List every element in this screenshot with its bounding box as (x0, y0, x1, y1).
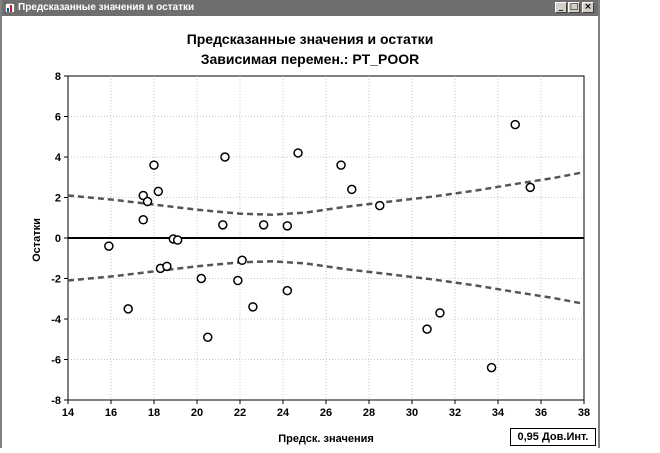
x-axis-label: Предск. значения (278, 433, 374, 445)
app-icon (5, 3, 15, 13)
data-point (258, 220, 269, 230)
chart-subtitle: Зависимая перемен.: PT_POOR (201, 51, 420, 67)
data-point (172, 235, 183, 245)
data-point (138, 215, 148, 225)
data-point (237, 255, 247, 266)
data-point (142, 196, 153, 207)
chart-area: Предсказанные значения и остатки Зависим… (2, 16, 598, 448)
y-tick-label: -8 (51, 395, 61, 407)
data-point (336, 160, 346, 170)
y-tick-label: 2 (55, 193, 61, 205)
data-point (153, 186, 164, 197)
scatter-chart: Предсказанные значения и остатки Зависим… (31, 31, 590, 445)
x-tick-label: 14 (62, 407, 75, 419)
upper-confidence-line (67, 170, 585, 216)
data-point (248, 302, 258, 312)
data-point (218, 220, 228, 230)
data-point (435, 308, 445, 318)
y-axis-label: Остатки (31, 218, 43, 262)
data-point (282, 221, 293, 231)
data-point (525, 182, 535, 193)
data-point (203, 332, 213, 342)
chart-window: Предсказанные значения и остатки _ □ × П… (0, 0, 600, 448)
data-point (162, 261, 172, 272)
minimize-button[interactable]: _ (555, 2, 567, 13)
data-point (220, 152, 230, 162)
y-tick-label: 6 (55, 112, 61, 124)
y-tick-label: 4 (55, 152, 62, 164)
y-tick-label: -4 (51, 314, 62, 326)
x-tick-label: 32 (449, 407, 461, 419)
x-tick-label: 20 (191, 407, 203, 419)
x-tick-label: 34 (492, 407, 505, 419)
data-point (196, 273, 207, 284)
x-tick-label: 36 (535, 407, 547, 419)
x-tick-label: 16 (105, 407, 117, 419)
legend-confidence-interval: 0,95 Дов.Инт. (510, 428, 596, 446)
y-tick-label: -6 (51, 355, 61, 367)
data-point (422, 324, 432, 334)
data-point (123, 304, 133, 314)
data-point (347, 184, 357, 195)
data-point (233, 275, 243, 286)
x-tick-label: 28 (363, 407, 375, 419)
data-point (486, 362, 497, 373)
data-point (293, 148, 303, 158)
data-point (375, 200, 385, 211)
y-tick-label: 8 (55, 71, 61, 83)
x-tick-label: 38 (578, 407, 590, 419)
x-tick-label: 26 (320, 407, 332, 419)
y-tick-label: -2 (51, 274, 61, 286)
x-tick-label: 24 (277, 407, 290, 419)
data-point (149, 160, 159, 170)
data-point (510, 119, 520, 130)
data-point (282, 285, 293, 296)
data-point (104, 241, 114, 251)
x-tick-label: 18 (148, 407, 160, 419)
x-tick-label: 22 (234, 407, 246, 419)
chart-title: Предсказанные значения и остатки (187, 31, 434, 47)
y-tick-label: 0 (55, 233, 61, 245)
close-button[interactable]: × (582, 2, 594, 13)
x-tick-label: 30 (406, 407, 418, 419)
window-title: Предсказанные значения и остатки (18, 2, 195, 13)
window-titlebar[interactable]: Предсказанные значения и остатки _ □ × (2, 0, 598, 16)
maximize-button[interactable]: □ (568, 2, 580, 13)
